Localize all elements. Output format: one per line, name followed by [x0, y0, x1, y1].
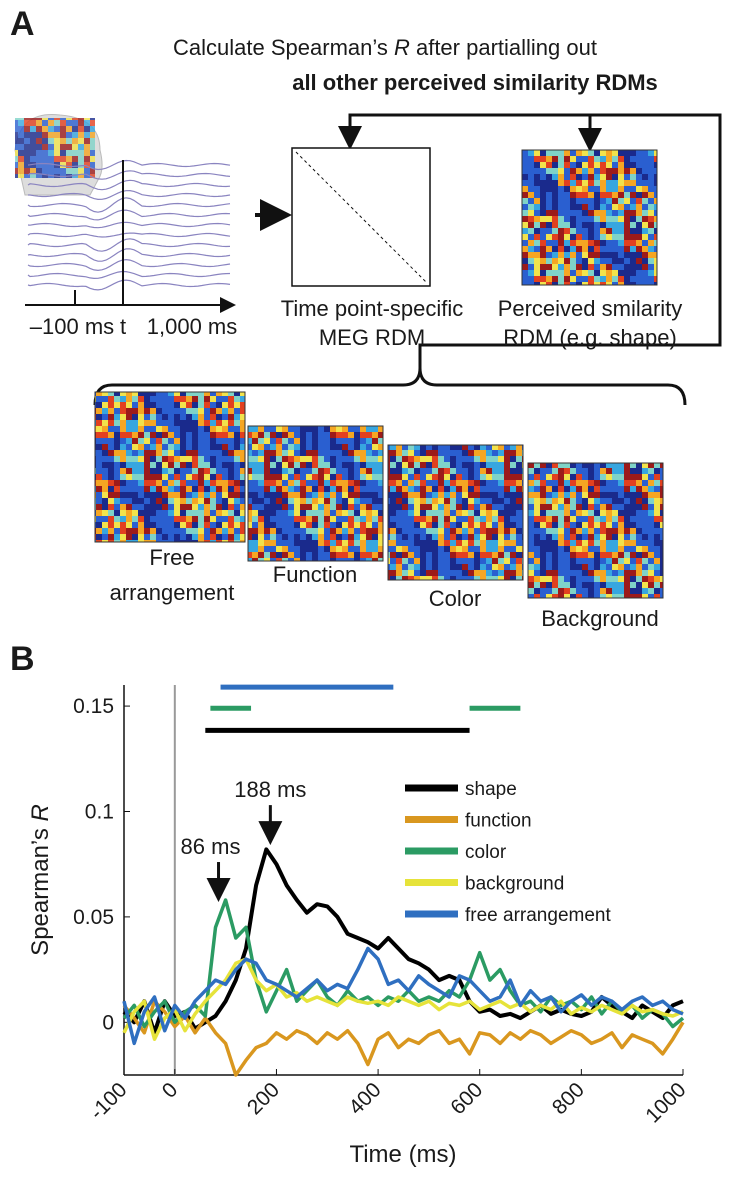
series-line [122, 999, 685, 1077]
meg-tick-label: 1,000 ms [147, 314, 238, 339]
meg-trace [27, 279, 231, 291]
y-label-part: R [27, 804, 54, 821]
rdm-label: Perceived smilarity [498, 296, 683, 321]
connector [338, 113, 722, 368]
bracket [93, 367, 687, 406]
y-tick-label: 0.05 [73, 906, 114, 929]
x-tick-label: 600 [446, 1078, 487, 1119]
meg-traces [27, 159, 231, 291]
meg-tick-label: t [120, 314, 126, 339]
rdm-diagonal [295, 151, 427, 283]
y-tick-label: 0.1 [85, 800, 114, 823]
meg-trace [27, 258, 231, 272]
header-part: R [394, 35, 410, 60]
legend-label: shape [465, 779, 517, 800]
y-axis-label: Spearman’s R [27, 804, 54, 956]
rdm-function [247, 425, 384, 562]
meg-tick-label: –100 ms [30, 314, 114, 339]
meg-trace [27, 170, 231, 180]
rdm-label: Free [149, 545, 194, 570]
annotation-label: 86 ms [181, 834, 241, 859]
meg-trace [27, 197, 231, 213]
x-tick-label: 200 [243, 1078, 284, 1119]
meg-trace [27, 159, 231, 171]
series-line [122, 898, 685, 1029]
legend-label: background [465, 874, 564, 895]
x-tick-label: 400 [345, 1078, 386, 1119]
meg-trace [27, 270, 231, 280]
x-axis-label: Time (ms) [349, 1141, 456, 1168]
x-tick-label: -100 [86, 1078, 132, 1124]
y-label-part: Spearman’s [27, 822, 54, 956]
series-line [122, 957, 684, 1041]
header-part: Calculate Spearman’s [173, 35, 394, 60]
series-line [122, 946, 684, 1046]
rdm-free [94, 391, 246, 543]
rdm-label: RDM (e.g. shape) [503, 325, 677, 350]
legend-label: color [465, 842, 507, 863]
meg-trace [27, 232, 231, 238]
meg-trace [27, 209, 231, 221]
rdm-label: MEG RDM [319, 325, 425, 350]
rdm-label: Color [429, 586, 482, 611]
rdm-label: Background [541, 606, 658, 631]
legend-label: free arrangement [465, 905, 611, 926]
y-tick-label: 0.15 [73, 695, 114, 718]
rdm-label: Time point-specific [281, 296, 464, 321]
meg-trace [27, 179, 231, 191]
meg-trace [27, 238, 231, 252]
meg-head [14, 113, 103, 196]
y-tick-label: 0 [102, 1011, 114, 1034]
meg-trace [28, 189, 231, 201]
x-tick-label: 800 [548, 1078, 589, 1119]
header: Calculate Spearman’s R after partialling… [173, 35, 597, 60]
rdm-label: arrangement [110, 580, 235, 605]
header-part: after partialling out [410, 35, 597, 60]
panel-label: A [10, 5, 35, 43]
rdm-background [527, 462, 664, 599]
panel-label: B [10, 640, 35, 678]
header-bold: all other perceived similarity RDMs [292, 70, 658, 95]
rdm-color [387, 444, 524, 581]
meg-trace [27, 248, 231, 262]
x-tick-label: 1000 [641, 1078, 690, 1127]
plot: 0 0.05 0.1 0.15 -100 0 200 400 600 800 1000 188 ms 8… [73, 684, 691, 1128]
rdm-label: Function [273, 562, 357, 587]
perceived-rdm [521, 149, 658, 286]
annotation-label: 188 ms [234, 777, 306, 802]
x-tick-label: 0 [158, 1078, 183, 1103]
legend-label: function [465, 811, 532, 832]
meg-trace [27, 221, 231, 229]
